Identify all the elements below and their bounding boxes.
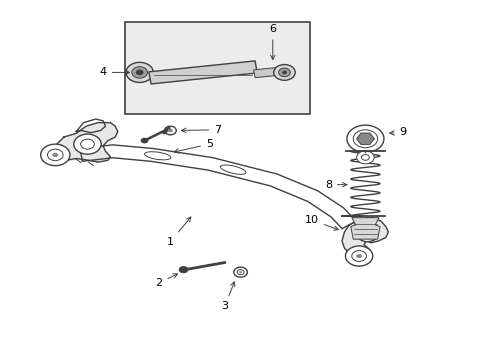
Circle shape <box>52 153 58 157</box>
Polygon shape <box>356 133 373 144</box>
Polygon shape <box>54 123 118 162</box>
Circle shape <box>362 230 371 237</box>
Text: 6: 6 <box>269 24 276 60</box>
Circle shape <box>282 71 286 74</box>
Circle shape <box>41 144 70 166</box>
Circle shape <box>233 267 247 277</box>
Polygon shape <box>148 61 257 84</box>
Circle shape <box>126 62 153 82</box>
Text: 1: 1 <box>166 217 190 247</box>
Circle shape <box>355 254 361 258</box>
Circle shape <box>346 125 383 152</box>
Polygon shape <box>253 67 281 78</box>
Circle shape <box>239 271 242 273</box>
Text: 7: 7 <box>181 125 221 135</box>
Circle shape <box>356 226 377 242</box>
Circle shape <box>345 246 372 266</box>
Circle shape <box>273 64 295 80</box>
Circle shape <box>74 134 101 154</box>
Circle shape <box>237 270 244 275</box>
Text: 2: 2 <box>155 274 177 288</box>
Circle shape <box>141 138 148 143</box>
Circle shape <box>81 139 94 149</box>
Circle shape <box>167 129 172 132</box>
Circle shape <box>356 151 373 164</box>
Circle shape <box>164 126 176 135</box>
Polygon shape <box>341 218 387 257</box>
Circle shape <box>351 251 366 261</box>
Circle shape <box>278 68 290 77</box>
Text: 9: 9 <box>389 127 406 137</box>
Text: 10: 10 <box>304 215 338 230</box>
Circle shape <box>352 130 377 148</box>
Text: 3: 3 <box>221 282 234 311</box>
Text: 4: 4 <box>100 67 129 77</box>
Ellipse shape <box>220 165 245 174</box>
Circle shape <box>361 154 368 160</box>
Text: 5: 5 <box>174 139 212 153</box>
Text: 8: 8 <box>324 180 346 190</box>
Polygon shape <box>350 218 379 239</box>
Circle shape <box>132 67 147 78</box>
Bar <box>125 22 310 114</box>
Circle shape <box>136 69 143 75</box>
Ellipse shape <box>144 152 170 160</box>
Circle shape <box>47 149 63 161</box>
Circle shape <box>178 266 188 273</box>
